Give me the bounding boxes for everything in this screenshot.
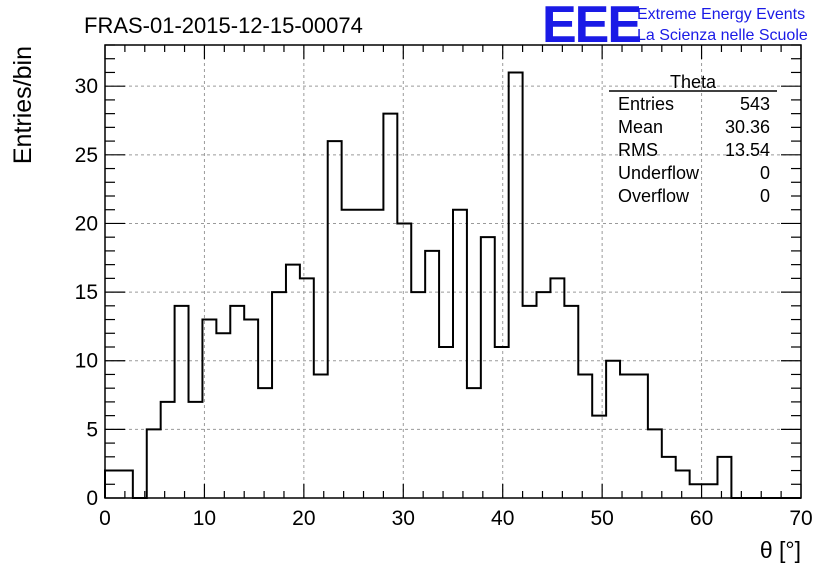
stat-rms-label: RMS — [618, 140, 658, 160]
y-tick-label: 25 — [75, 144, 98, 167]
histogram-bin — [342, 210, 356, 498]
histogram-bin — [175, 306, 189, 498]
histogram-bin — [411, 292, 425, 498]
x-tick-label: 10 — [193, 507, 216, 530]
x-tick-label: 70 — [789, 507, 812, 530]
histogram-bin — [369, 210, 383, 498]
histogram-bin — [425, 251, 439, 498]
histogram-bin — [119, 471, 133, 498]
x-tick-label: 40 — [491, 507, 514, 530]
x-tick-label: 20 — [292, 507, 315, 530]
histogram-bin — [662, 457, 676, 498]
stat-overflow-value: 0 — [760, 186, 770, 206]
histogram-bin — [592, 416, 606, 498]
stats-box-title: Theta — [670, 72, 717, 92]
y-tick-label: 0 — [86, 487, 98, 510]
histogram-bin — [230, 306, 244, 498]
plot-frame — [104, 44, 802, 499]
histogram-bin — [620, 374, 634, 498]
histogram-bin — [272, 292, 286, 498]
histogram-bin — [467, 388, 481, 498]
y-tick-label: 30 — [75, 75, 98, 98]
histogram-bin — [648, 429, 662, 498]
histogram-bin — [564, 306, 578, 498]
stat-entries-label: Entries — [618, 94, 674, 114]
histogram-bin — [523, 306, 537, 498]
histogram-bin — [578, 374, 592, 498]
histogram-bin — [356, 210, 370, 498]
histogram-bin — [676, 471, 690, 498]
stat-entries-value: 543 — [740, 94, 770, 114]
stat-underflow-label: Underflow — [618, 163, 700, 183]
eee-logo: EEE — [542, 0, 640, 54]
histogram-bin — [286, 265, 300, 498]
x-tick-label: 30 — [392, 507, 415, 530]
histogram-bin — [481, 237, 495, 498]
histogram-bin — [439, 347, 453, 498]
histogram-bin — [550, 278, 564, 498]
y-axis-label: Entries/bin — [9, 46, 37, 164]
stat-mean-label: Mean — [618, 117, 663, 137]
histogram-bin — [258, 388, 272, 498]
stat-mean-value: 30.36 — [725, 117, 770, 137]
tick-labels: 0 10 20 30 40 50 60 70 0 5 10 15 20 25 30 — [75, 75, 813, 530]
histogram-bin — [704, 484, 718, 498]
stats-box: Theta Entries 543 Mean 30.36 RMS 13.54 U… — [609, 72, 777, 206]
chart-title: FRAS-01-2015-12-15-00074 — [84, 13, 363, 38]
histogram-bin — [161, 402, 175, 498]
x-tick-label: 0 — [99, 507, 111, 530]
histogram-bin — [147, 429, 161, 498]
histogram-bin — [244, 320, 258, 498]
histogram-bin — [328, 141, 342, 498]
eee-logo-group: EEE Extreme Energy Events La Scienza nel… — [542, 0, 808, 54]
histogram-bin — [300, 278, 314, 498]
stat-underflow-value: 0 — [760, 163, 770, 183]
histogram-bin — [495, 347, 509, 498]
histogram-bin — [717, 457, 731, 498]
histogram-bin — [189, 402, 203, 498]
histogram-bin — [634, 374, 648, 498]
histogram-outline — [104, 71, 801, 499]
histogram-bin — [509, 72, 523, 498]
histogram-bin — [383, 114, 397, 498]
histogram-bin — [453, 210, 467, 498]
logo-line-2: La Scienza nelle Scuole — [637, 27, 808, 44]
logo-line-1: Extreme Energy Events — [637, 6, 805, 23]
y-tick-label: 10 — [75, 350, 98, 373]
y-tick-label: 20 — [75, 212, 98, 235]
histogram — [104, 71, 801, 499]
histogram-bin — [537, 292, 551, 498]
x-tick-label: 50 — [590, 507, 613, 530]
x-tick-label: 60 — [690, 507, 713, 530]
y-tick-label: 15 — [75, 281, 98, 304]
x-axis-label: θ [°] — [760, 537, 801, 563]
y-tick-label: 5 — [86, 418, 98, 441]
stat-overflow-label: Overflow — [618, 186, 690, 206]
histogram-bin — [216, 333, 230, 498]
stat-rms-value: 13.54 — [725, 140, 770, 160]
axis-ticks — [104, 44, 802, 499]
histogram-bin — [314, 374, 328, 498]
